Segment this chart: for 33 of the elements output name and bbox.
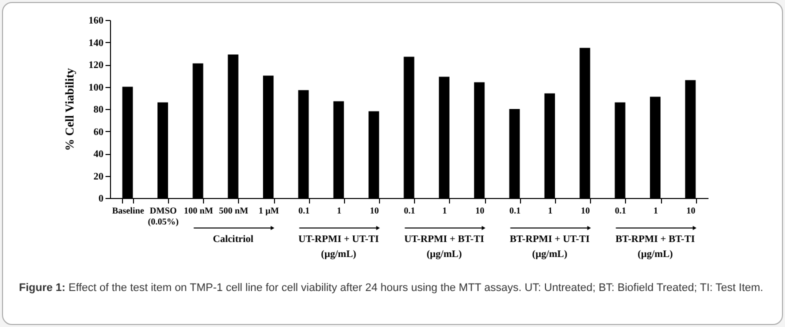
text: UT-RPMI + BT-TI (µg/mL) <box>404 234 484 260</box>
y-axis-title: % Cell Viability <box>62 68 76 151</box>
caption: Figure 1: Effect of the test item on TMP-1 cell line for cell viability after 24 hours using the MTT assays. UT: Untreated; BT: Biofield Treated; TI: Test Item. <box>19 281 764 295</box>
y-tick-label: 80 <box>94 104 104 116</box>
x-tick-label: 500 nM <box>218 206 249 216</box>
x-tick-label: 0.1 <box>509 206 522 216</box>
y-tick-label: 20 <box>94 171 104 182</box>
x-tick-label: 10 <box>475 206 485 216</box>
text: UT-RPMI + UT-TI (µg/mL) <box>298 234 380 260</box>
x-tick-label: 1 µM <box>258 206 280 216</box>
x-tick-label: 100 nM <box>184 206 214 216</box>
x-tick-label: 10 <box>370 206 380 216</box>
x-tick-label: 1 <box>548 206 553 216</box>
x-tick-label: 0.1 <box>614 206 627 216</box>
y-tick-label: 140 <box>88 38 104 49</box>
y-tick-label: 0 <box>98 194 104 204</box>
x-tick-label: DMSO (0.05%) <box>148 206 179 226</box>
text: BT-RPMI + BT-TI (µg/mL) <box>616 234 696 260</box>
x-tick-label: 0.1 <box>404 206 416 216</box>
x-tick-label: 1 <box>442 206 448 216</box>
y-tick-label: 160 <box>88 16 104 26</box>
y-tick-label: 120 <box>88 60 104 71</box>
y-tick-label: 100 <box>88 82 104 94</box>
x-tick-label: 0.1 <box>298 206 310 216</box>
text: BT-RPMI + UT-TI (µg/mL) <box>510 234 590 260</box>
y-tick-label: 40 <box>94 149 104 160</box>
x-tick-label: 10 <box>580 206 590 216</box>
x-tick-label: 1 <box>653 206 658 216</box>
x-tick-label: 10 <box>686 206 696 216</box>
x-tick-label: Baseline <box>112 206 144 216</box>
text: Calcitriol <box>212 234 254 245</box>
y-tick-label: 60 <box>94 126 104 138</box>
x-tick-label: 1 <box>336 206 342 216</box>
